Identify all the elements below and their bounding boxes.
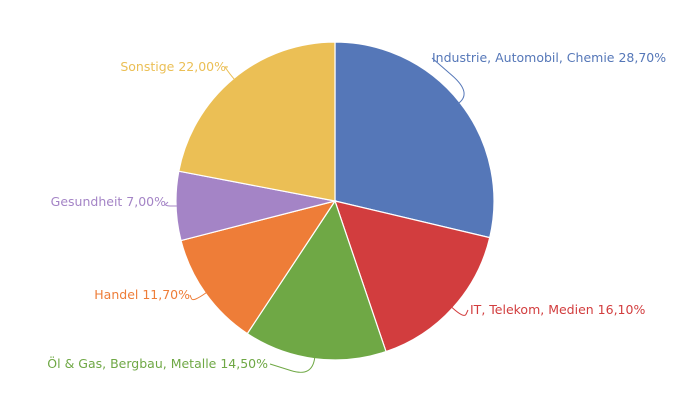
slice-labels: Industrie, Automobil, Chemie 28,70% IT, T… (47, 50, 666, 371)
leader-line-1 (431, 57, 465, 104)
slice-label-6: Sonstige 22,00% (120, 59, 226, 74)
slice-label-1: Industrie, Automobil, Chemie 28,70% (432, 50, 666, 65)
leader-line-3 (269, 357, 316, 373)
leader-line-2 (451, 307, 469, 316)
leader-line-5 (165, 201, 177, 207)
slice-label-3: Öl & Gas, Bergbau, Metalle 14,50% (47, 355, 268, 371)
pie-slices (175, 41, 495, 361)
slice-label-4: Handel 11,70% (94, 287, 190, 302)
slice-label-5: Gesundheit 7,00% (51, 194, 166, 209)
slice-label-2: IT, Telekom, Medien 16,10% (470, 302, 645, 317)
leader-line-6 (225, 66, 235, 80)
leader-line-4 (189, 292, 207, 301)
leader-lines (165, 57, 469, 373)
